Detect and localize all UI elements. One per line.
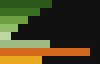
Bar — [0, 40, 50, 48]
Bar — [0, 56, 42, 64]
Bar — [0, 8, 40, 16]
Bar — [0, 16, 28, 24]
Bar — [0, 32, 11, 40]
Bar — [0, 48, 90, 56]
Bar — [0, 24, 18, 32]
Bar — [0, 0, 52, 8]
